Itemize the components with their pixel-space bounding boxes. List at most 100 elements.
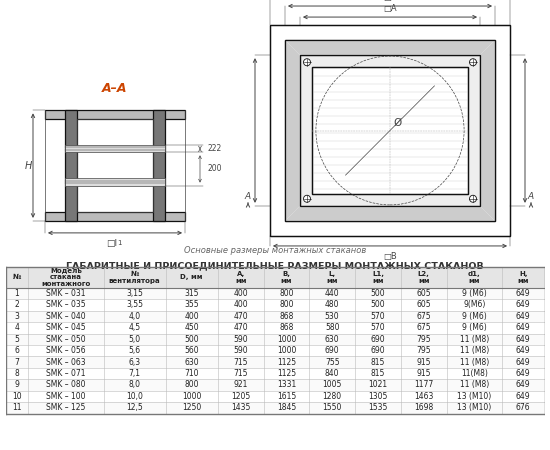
Text: 630: 630 [325, 335, 339, 344]
Text: 6: 6 [14, 346, 19, 355]
Text: 1000: 1000 [182, 392, 201, 401]
Text: 9: 9 [14, 381, 19, 390]
Text: SMK – 100: SMK – 100 [46, 392, 86, 401]
Bar [77, 119, 153, 212]
Text: H: H [24, 161, 32, 171]
Text: 4: 4 [14, 323, 19, 332]
Text: 800: 800 [279, 301, 294, 310]
Text: 1305: 1305 [368, 392, 388, 401]
Bar [6, 266, 544, 288]
Text: □A: □A [383, 4, 397, 13]
Polygon shape [285, 40, 300, 221]
Text: 560: 560 [184, 346, 199, 355]
Text: 649: 649 [516, 323, 531, 332]
Text: A: A [528, 192, 534, 201]
Text: 1535: 1535 [368, 403, 388, 412]
Text: 649: 649 [516, 358, 531, 367]
Text: 570: 570 [371, 312, 385, 321]
Text: 5: 5 [14, 335, 19, 344]
Text: 11 (M8): 11 (M8) [460, 335, 489, 344]
Text: 840: 840 [325, 369, 339, 378]
Text: SMK – 031: SMK – 031 [46, 289, 86, 298]
Text: 755: 755 [325, 358, 339, 367]
Text: 590: 590 [233, 346, 248, 355]
Text: 649: 649 [516, 312, 531, 321]
Text: 1463: 1463 [414, 392, 433, 401]
Text: 1: 1 [14, 289, 19, 298]
Text: 921: 921 [234, 381, 248, 390]
Bar [270, 25, 510, 236]
Text: 649: 649 [516, 301, 531, 310]
Text: A,
мм: A, мм [235, 270, 246, 284]
Text: 6,3: 6,3 [129, 358, 141, 367]
Text: 222: 222 [207, 144, 221, 153]
Bar [285, 40, 495, 221]
Text: 7,1: 7,1 [129, 369, 141, 378]
Text: 605: 605 [416, 301, 431, 310]
Text: 1125: 1125 [277, 358, 296, 367]
Text: □B: □B [383, 252, 397, 261]
Text: SMK – 056: SMK – 056 [46, 346, 86, 355]
Text: 10: 10 [12, 392, 22, 401]
Circle shape [304, 59, 311, 66]
Text: 3,15: 3,15 [126, 289, 143, 298]
Bar [65, 145, 165, 153]
Bar [6, 310, 544, 322]
Text: 1550: 1550 [322, 403, 342, 412]
Text: 715: 715 [233, 358, 248, 367]
Text: 400: 400 [184, 312, 199, 321]
Text: 10,0: 10,0 [126, 392, 143, 401]
Bar [153, 110, 165, 221]
Text: 1000: 1000 [277, 346, 296, 355]
Text: 690: 690 [371, 335, 385, 344]
Text: 315: 315 [184, 289, 199, 298]
Text: 710: 710 [184, 369, 199, 378]
Text: 915: 915 [416, 358, 431, 367]
Text: 570: 570 [371, 323, 385, 332]
Text: 1: 1 [117, 240, 121, 247]
Text: 795: 795 [416, 346, 431, 355]
Text: 800: 800 [184, 381, 199, 390]
Bar [6, 379, 544, 391]
Circle shape [470, 195, 476, 203]
Polygon shape [285, 206, 495, 221]
Text: 9 (M6): 9 (M6) [462, 312, 487, 321]
Text: 470: 470 [233, 312, 248, 321]
Text: 1615: 1615 [277, 392, 296, 401]
Text: 8,0: 8,0 [129, 381, 141, 390]
Text: 676: 676 [516, 403, 531, 412]
Text: 470: 470 [233, 323, 248, 332]
Text: 4,0: 4,0 [129, 312, 141, 321]
Text: 815: 815 [371, 369, 385, 378]
Text: 649: 649 [516, 289, 531, 298]
Text: 915: 915 [416, 369, 431, 378]
Text: 690: 690 [371, 346, 385, 355]
Bar [312, 67, 468, 194]
Text: 5,6: 5,6 [129, 346, 141, 355]
Text: SMK – 035: SMK – 035 [46, 301, 86, 310]
Text: SMK – 071: SMK – 071 [46, 369, 86, 378]
Text: 1250: 1250 [182, 403, 201, 412]
Text: D, мм: D, мм [180, 274, 203, 280]
Circle shape [470, 59, 476, 66]
Bar [300, 55, 480, 206]
Text: 440: 440 [325, 289, 339, 298]
Text: 11(M8): 11(M8) [461, 369, 488, 378]
Text: SMK – 080: SMK – 080 [46, 381, 86, 390]
Text: 868: 868 [279, 323, 294, 332]
Text: SMK – 045: SMK – 045 [46, 323, 86, 332]
Text: 605: 605 [416, 289, 431, 298]
Text: 500: 500 [371, 301, 385, 310]
Bar [270, 25, 510, 236]
Text: H,
мм: H, мм [518, 270, 529, 284]
Text: 200: 200 [207, 164, 222, 173]
Text: 690: 690 [325, 346, 339, 355]
Text: L1,
мм: L1, мм [372, 270, 384, 284]
Text: 3,55: 3,55 [126, 301, 143, 310]
Bar [45, 212, 185, 221]
Text: L,
мм: L, мм [326, 270, 338, 284]
Bar [300, 55, 480, 206]
Bar [6, 356, 544, 368]
Text: Модель
стакана
монтажного: Модель стакана монтажного [41, 267, 91, 287]
Text: 649: 649 [516, 346, 531, 355]
